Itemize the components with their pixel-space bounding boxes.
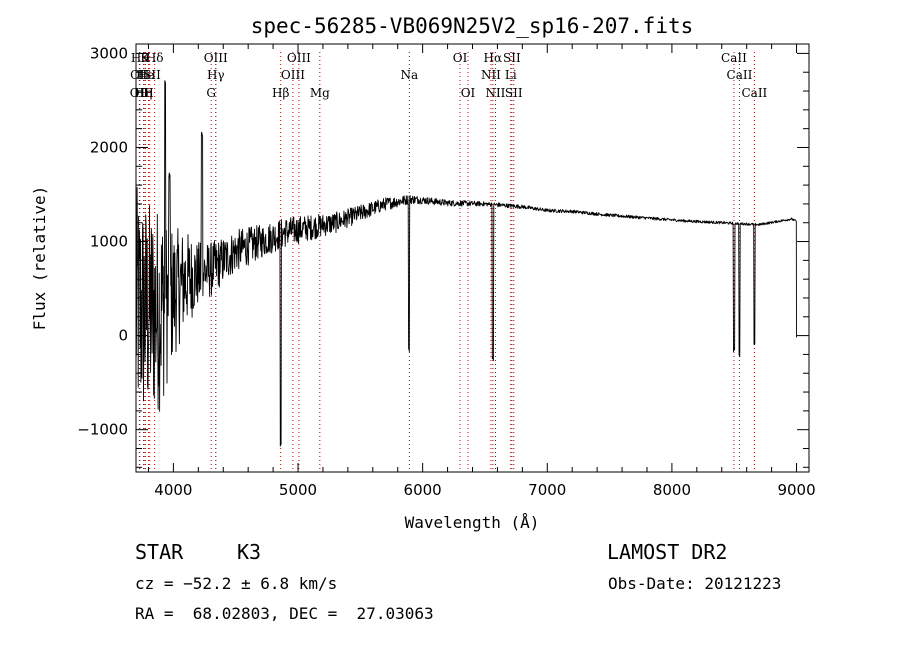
line-marker-label: G [206, 86, 216, 100]
line-marker-label: OI [461, 86, 476, 100]
line-marker-label: Mg [310, 86, 330, 100]
y-tick-label: 3000 [90, 44, 128, 62]
line-marker-label: NII [485, 86, 505, 100]
line-marker-label: CaII [721, 51, 747, 65]
line-marker-label: K [140, 51, 150, 65]
line-marker-label: Hδ [146, 51, 164, 65]
plot-frame [135, 43, 810, 473]
observation-date: Obs-Date: 20121223 [608, 574, 782, 593]
line-marker-label: OIII [281, 68, 305, 82]
line-marker-label: He [137, 68, 155, 82]
axes: 4000 5000 6000 7000 8000 9000 −1000 0 1000 2000 30… [77, 44, 816, 499]
line-marker-label: Hβ [272, 86, 289, 100]
line-marker-label: Hγ [207, 68, 225, 82]
y-tick-label: −1000 [77, 421, 128, 439]
line-marker-label: OIII [204, 51, 228, 65]
spectrum-layer [135, 80, 797, 447]
line-marker-label: Hα [484, 51, 503, 65]
x-tick-label: 4000 [154, 481, 192, 499]
line-marker-label: SII [503, 51, 521, 65]
y-tick-label: 2000 [90, 138, 128, 156]
x-tick-label: 7000 [528, 481, 566, 499]
line-marker-label: OII [130, 86, 150, 100]
y-axis-label: Flux (relative) [30, 186, 49, 331]
x-axis-label: Wavelength (Å) [405, 513, 540, 532]
line-marker-label: NII [481, 68, 501, 82]
line-marker-label: OII [130, 68, 150, 82]
line-marker-label: Na [400, 68, 418, 82]
spectrum-line [135, 80, 797, 447]
object-class: STAR [135, 540, 184, 564]
line-marker-label: Hη [135, 86, 153, 100]
chart-title: spec-56285-VB069N25V2_sp16-207.fits [251, 14, 694, 38]
line-marker-label: CaII [741, 86, 767, 100]
coordinates-readout: RA = 68.02803, DEC = 27.03063 [135, 604, 434, 623]
line-marker-label: SII [505, 86, 523, 100]
x-tick-label: 5000 [279, 481, 317, 499]
redshift-readout: cz = −52.2 ± 6.8 km/s [135, 574, 338, 593]
x-tick-label: 6000 [404, 481, 442, 499]
line-marker-label: Hθ [131, 51, 149, 65]
x-tick-label: 9000 [777, 481, 815, 499]
line-marker-label: Li [505, 68, 517, 82]
x-tick-label: 8000 [653, 481, 691, 499]
y-tick-label: 0 [118, 327, 128, 345]
line-marker-label: OIII [287, 51, 311, 65]
y-tick-label: 1000 [90, 233, 128, 251]
line-marker-label: CaII [727, 68, 753, 82]
line-marker-label: H [143, 86, 153, 100]
line-marker-label: ISII [138, 68, 161, 82]
line-marker-label: OI [453, 51, 468, 65]
survey-name: LAMOST DR2 [607, 540, 728, 564]
object-subclass: K3 [237, 540, 262, 564]
